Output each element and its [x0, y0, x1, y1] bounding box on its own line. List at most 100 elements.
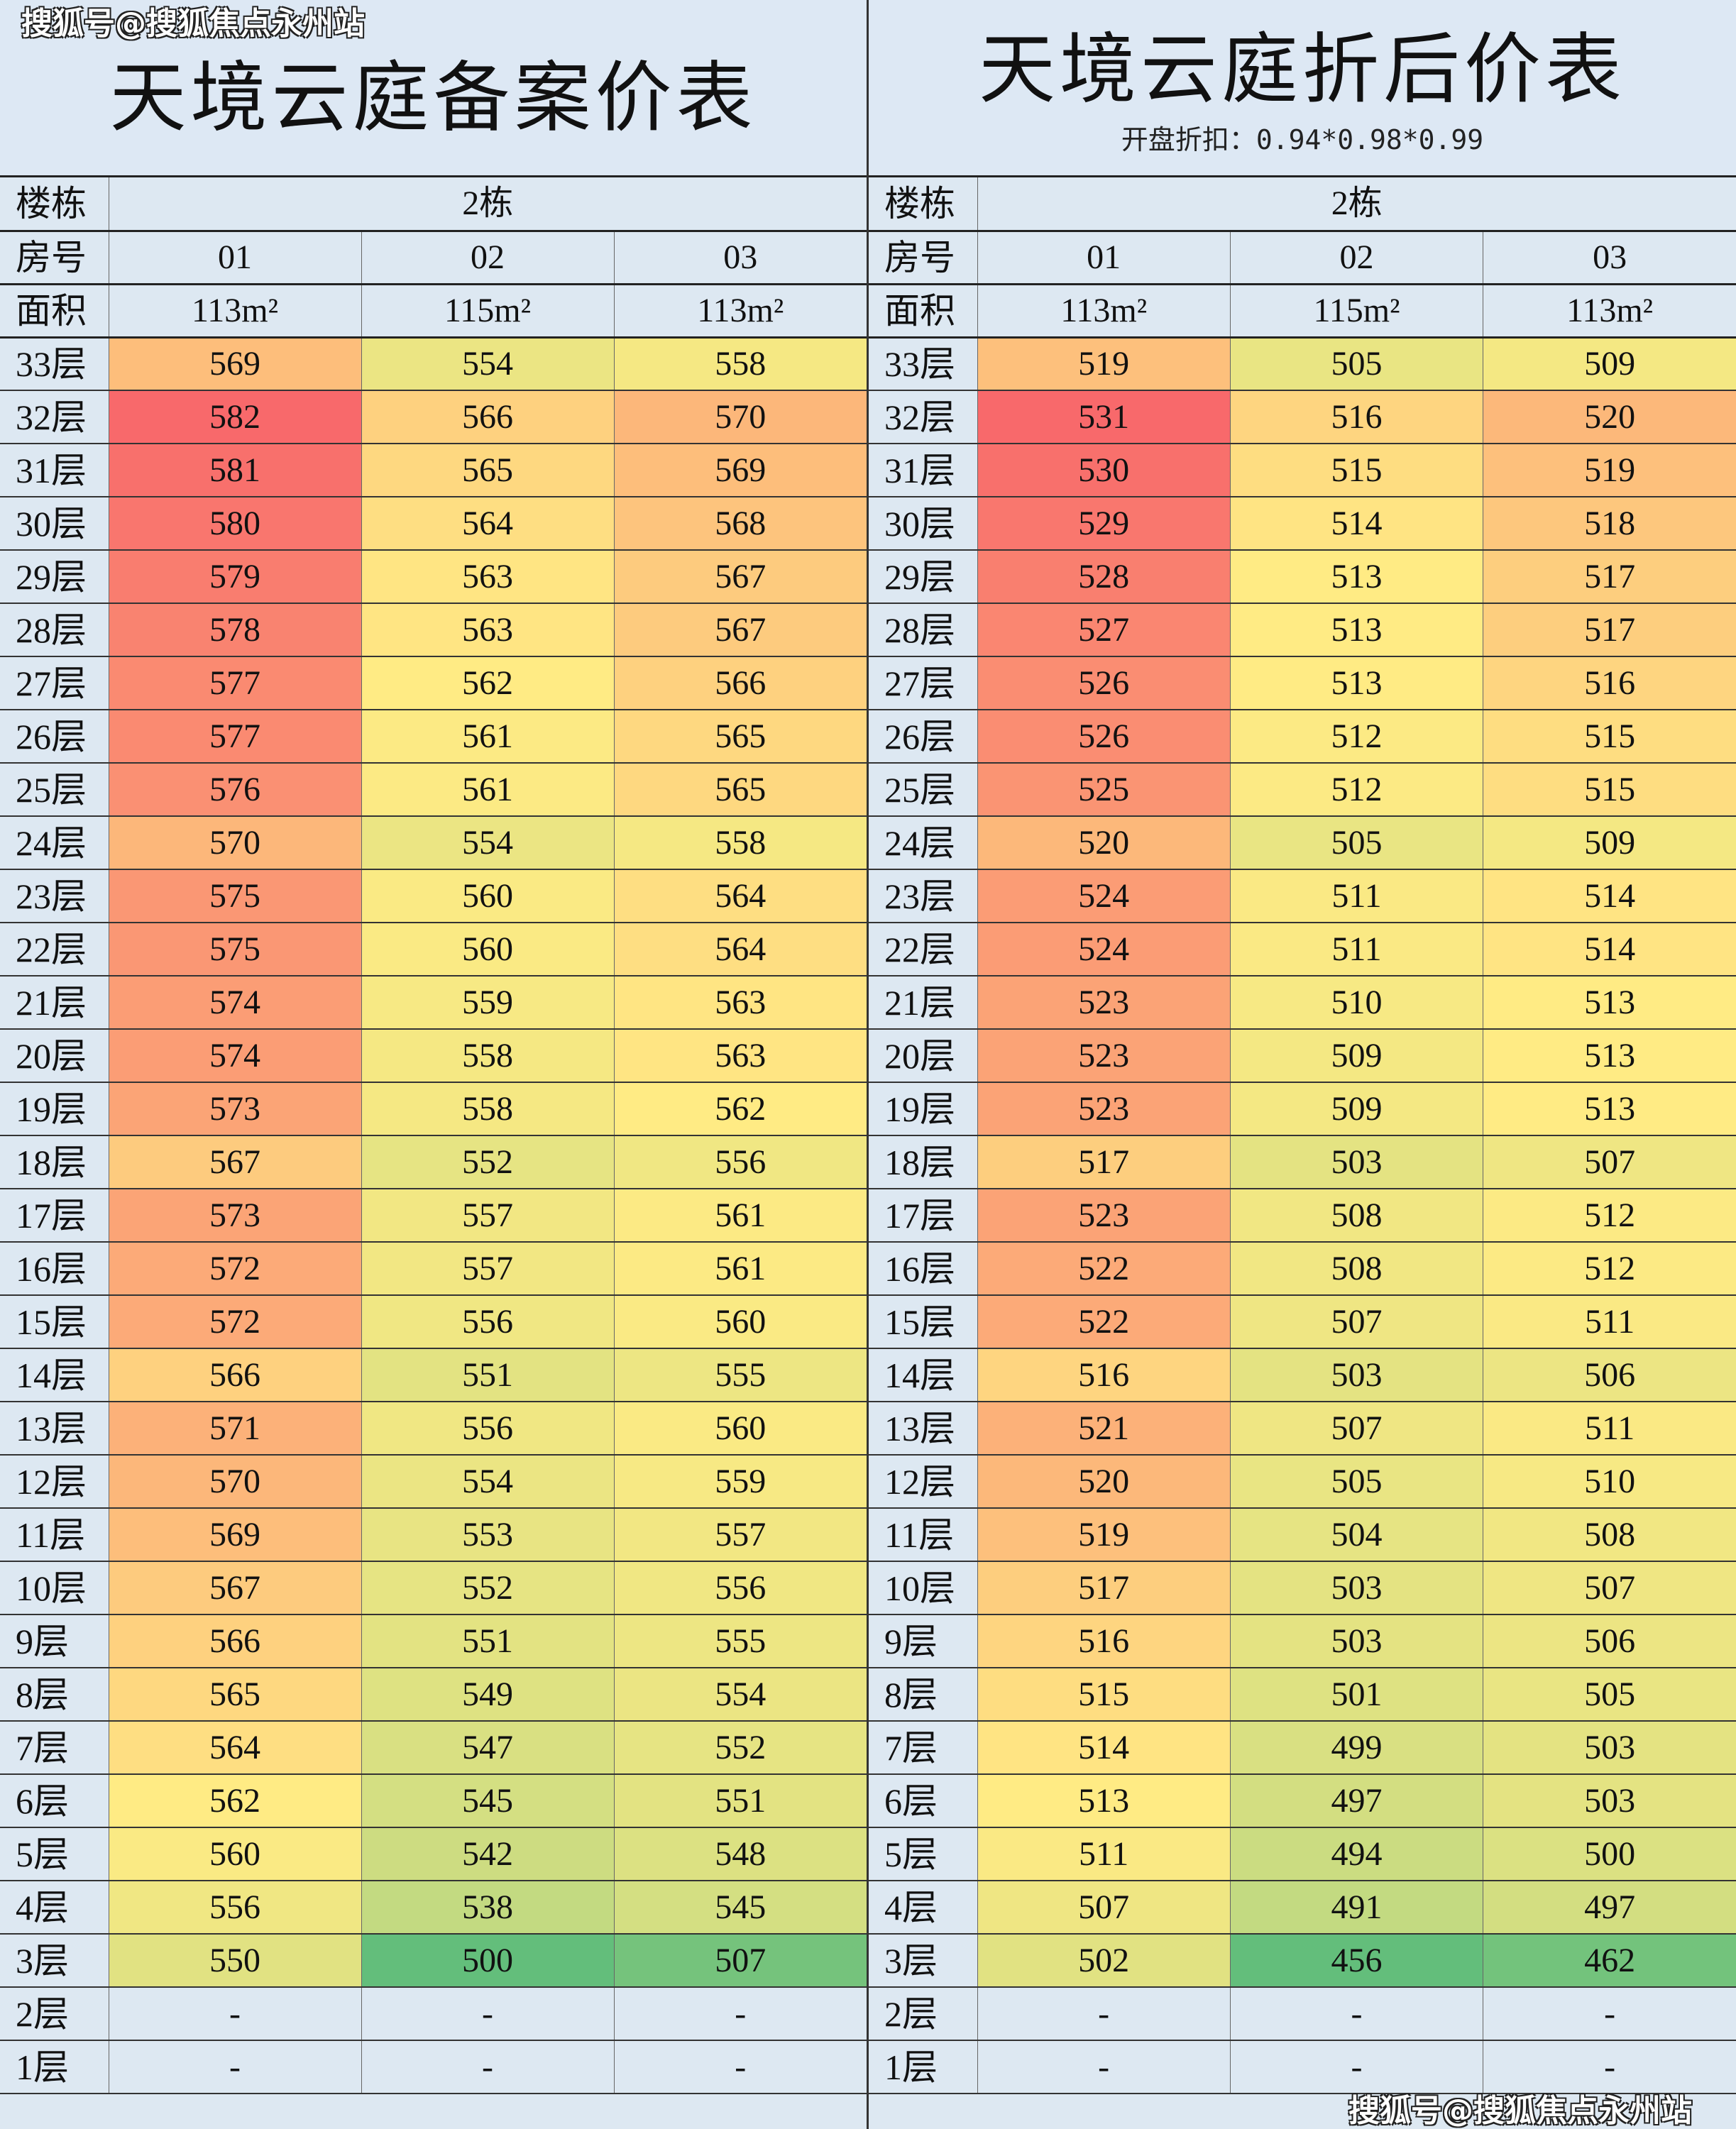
- price-cell: 551: [361, 1348, 614, 1402]
- floor-row: 30层 580 564 568: [0, 497, 867, 551]
- price-cell: 561: [361, 710, 614, 764]
- floor-label: 23层: [0, 869, 109, 923]
- price-cell: 554: [361, 816, 614, 870]
- price-cell: 552: [361, 1561, 614, 1615]
- floor-row: 20层 523 509 513: [869, 1029, 1736, 1083]
- floor-row: 18层 567 552 556: [0, 1135, 867, 1189]
- price-cell: 503: [1229, 1348, 1483, 1402]
- price-cell: 517: [977, 1135, 1231, 1189]
- price-cell: 509: [1483, 337, 1736, 391]
- price-cell: 507: [1229, 1402, 1483, 1456]
- price-cell: 563: [613, 1029, 867, 1083]
- price-cell: 523: [977, 1082, 1231, 1136]
- floor-row: 8层 515 501 505: [869, 1668, 1736, 1722]
- floor-label: 3层: [0, 1934, 109, 1988]
- price-cell: 523: [977, 976, 1231, 1030]
- floor-row: 26层 577 561 565: [0, 710, 867, 764]
- floor-label: 25层: [869, 763, 977, 817]
- floor-label: 17层: [869, 1189, 977, 1243]
- price-cell: 521: [977, 1402, 1231, 1456]
- floor-row: 11层 569 553 557: [0, 1508, 867, 1562]
- price-cell: 516: [1229, 390, 1483, 444]
- floor-row: 12层 520 505 510: [869, 1455, 1736, 1509]
- room-number: 03: [613, 231, 867, 285]
- price-cell: 574: [108, 1029, 361, 1083]
- price-cell: 503: [1229, 1614, 1483, 1668]
- room-number: 02: [1229, 231, 1483, 285]
- floor-row: 25层 525 512 515: [869, 763, 1736, 817]
- price-cell: 579: [108, 550, 361, 604]
- floor-label: 16层: [869, 1242, 977, 1296]
- floor-label: 7层: [0, 1721, 109, 1775]
- price-cell: -: [108, 2040, 361, 2094]
- price-cell: 554: [361, 1455, 614, 1509]
- price-cell: 554: [361, 337, 614, 391]
- floor-row: 24层 570 554 558: [0, 816, 867, 870]
- price-cell: 510: [1229, 976, 1483, 1030]
- floor-label: 9层: [0, 1614, 109, 1668]
- floor-label: 32层: [0, 390, 109, 444]
- floor-row: 1层 - - -: [0, 2040, 867, 2094]
- floor-label: 22层: [0, 923, 109, 977]
- price-cell: 516: [1483, 656, 1736, 710]
- floor-row: 5层 511 494 500: [869, 1827, 1736, 1881]
- floor-row: 9层 566 551 555: [0, 1614, 867, 1668]
- price-cell: 491: [1229, 1881, 1483, 1935]
- area-value: 113m²: [613, 284, 867, 339]
- price-cell: 557: [361, 1189, 614, 1243]
- floor-label: 21层: [0, 976, 109, 1030]
- price-cell: 531: [977, 390, 1231, 444]
- price-cell: 500: [1483, 1827, 1736, 1881]
- price-cell: 505: [1483, 1668, 1736, 1722]
- floor-row: 18层 517 503 507: [869, 1135, 1736, 1189]
- price-cell: 503: [1229, 1561, 1483, 1615]
- price-cell: 520: [977, 1455, 1231, 1509]
- filed-price-table: 楼栋 2栋 房号 01 02 03 面积 113m² 115m² 113m² 33层 569 554 55…: [0, 177, 867, 2094]
- floor-row: 32层 531 516 520: [869, 390, 1736, 444]
- floor-label: 28层: [869, 603, 977, 657]
- floor-label: 33层: [0, 337, 109, 391]
- price-cell: 566: [108, 1614, 361, 1668]
- price-cell: 513: [1483, 1082, 1736, 1136]
- floor-row: 19层 523 509 513: [869, 1082, 1736, 1136]
- price-cell: 569: [108, 1508, 361, 1562]
- floor-row: 23层 575 560 564: [0, 869, 867, 923]
- floor-label: 15层: [0, 1295, 109, 1349]
- price-cell: 551: [361, 1614, 614, 1668]
- price-cell: 527: [977, 603, 1231, 657]
- price-cell: 514: [1483, 923, 1736, 977]
- price-cell: -: [361, 2040, 614, 2094]
- floor-label: 31层: [869, 444, 977, 497]
- price-cell: 508: [1483, 1508, 1736, 1562]
- price-cell: 558: [361, 1082, 614, 1136]
- floor-row: 17层 523 508 512: [869, 1189, 1736, 1243]
- area-row: 面积 113m² 115m² 113m²: [0, 284, 867, 339]
- price-cell: 524: [977, 923, 1231, 977]
- filed-price-header: 天境云庭备案价表: [0, 0, 867, 177]
- price-cell: -: [108, 1987, 361, 2041]
- floor-label: 27层: [0, 656, 109, 710]
- price-cell: 577: [108, 656, 361, 710]
- price-cell: 517: [1483, 603, 1736, 657]
- price-cell: 529: [977, 497, 1231, 551]
- floor-row: 31层 581 565 569: [0, 444, 867, 497]
- price-cell: 564: [108, 1721, 361, 1775]
- price-cell: 522: [977, 1242, 1231, 1296]
- floor-label: 25层: [0, 763, 109, 817]
- floor-label: 24层: [0, 816, 109, 870]
- price-cell: 501: [1229, 1668, 1483, 1722]
- floor-row: 25层 576 561 565: [0, 763, 867, 817]
- price-cell: 462: [1483, 1934, 1736, 1988]
- price-cell: 570: [108, 816, 361, 870]
- area-value: 113m²: [977, 284, 1231, 339]
- price-cell: 511: [977, 1827, 1231, 1881]
- price-cell: -: [1229, 2040, 1483, 2094]
- floor-row: 15层 572 556 560: [0, 1295, 867, 1349]
- price-cell: 573: [108, 1082, 361, 1136]
- price-cell: 507: [1483, 1135, 1736, 1189]
- floor-row: 27层 577 562 566: [0, 656, 867, 710]
- price-cell: 557: [361, 1242, 614, 1296]
- price-cell: -: [613, 1987, 867, 2041]
- floor-row: 10层 567 552 556: [0, 1561, 867, 1615]
- floor-label: 12层: [0, 1455, 109, 1509]
